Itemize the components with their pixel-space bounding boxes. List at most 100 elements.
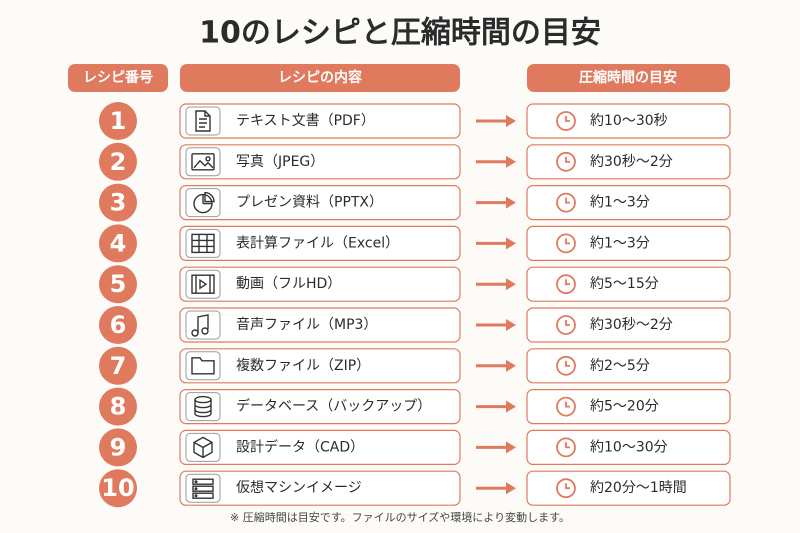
header-pill: [180, 64, 460, 92]
clock-hands: [565, 238, 570, 245]
arrow-head: [506, 400, 516, 413]
clock-icon: [556, 274, 576, 295]
recipe-icon: [191, 274, 215, 294]
recipe-box: [179, 429, 461, 465]
recipe-number: 1: [110, 107, 127, 135]
icon-frame: [185, 473, 221, 503]
icon-frame: [185, 269, 221, 299]
recipe-label: 音声ファイル（MP3）: [236, 316, 377, 333]
time-box: [526, 307, 731, 343]
recipe-number: 7: [110, 352, 127, 380]
recipe-label: 仮想マシンイメージ: [236, 480, 362, 496]
time-label: 約30秒～2分: [590, 317, 673, 333]
clock-hands: [565, 197, 570, 204]
clock-hands: [565, 401, 570, 408]
time-label: 約1～3分: [590, 235, 650, 251]
time-box: [526, 144, 731, 180]
icon-frame: [185, 351, 221, 381]
arrow-head: [506, 115, 516, 127]
clock-hands: [565, 320, 570, 326]
recipe-number: 6: [110, 311, 127, 339]
recipe-box: [179, 103, 461, 139]
arrow-head: [506, 482, 516, 495]
time-box: [526, 103, 731, 139]
clock-icon: [556, 396, 576, 417]
icon-frame: [185, 106, 221, 136]
clock-hands: [565, 156, 570, 163]
header: レシピ番号: [83, 69, 153, 86]
arrow-head: [506, 155, 516, 168]
time-box: [526, 470, 731, 506]
clock-icon: [556, 355, 576, 376]
recipe-icon: [193, 436, 213, 459]
recipe-box: [179, 348, 461, 384]
number-badge: [99, 469, 137, 508]
header: 圧縮時間の目安: [579, 69, 677, 86]
clock-hands: [565, 483, 570, 490]
time-label: 約10～30分: [590, 439, 668, 455]
recipe-box: [179, 266, 461, 302]
clock-hands: [565, 442, 570, 449]
recipe-icon: [191, 233, 215, 254]
time-label: 約30秒～2分: [590, 154, 673, 170]
time-label: 約2～5分: [590, 358, 650, 374]
recipe-icon: [195, 110, 211, 132]
time-box: [526, 348, 731, 384]
recipe-label: 動画（フルHD）: [236, 276, 341, 292]
title: 10のレシピと圧縮時間の目安: [199, 16, 601, 51]
clock-icon: [556, 437, 576, 458]
number-badge: [99, 387, 137, 426]
recipe-label: 表計算ファイル（Excel）: [236, 235, 399, 251]
recipe-icon: [191, 357, 215, 375]
recipe-box: [179, 470, 461, 506]
recipe-box: [179, 144, 461, 180]
arrow-head: [506, 278, 516, 291]
clock-hands: [565, 360, 570, 367]
header-pill: [68, 64, 168, 92]
recipe-label: 設計データ（CAD）: [236, 438, 364, 455]
recipe-number: 3: [110, 189, 127, 217]
clock-hands: [565, 279, 570, 286]
recipe-box: [179, 185, 461, 221]
recipe-label: データベース（バックアップ）: [236, 398, 431, 415]
recipe-number: 5: [110, 270, 127, 298]
number-badge: [99, 265, 137, 304]
recipe-icon: [191, 314, 209, 337]
icon-frame: [185, 228, 221, 258]
recipe-number: 10: [101, 474, 134, 502]
recipe-icon: [192, 478, 214, 499]
arrow-head: [506, 359, 516, 372]
time-box: [526, 389, 731, 425]
recipe-label: プレゼン資料（PPTX）: [236, 195, 383, 211]
recipe-box: [179, 389, 461, 425]
recipe-number: 2: [110, 148, 127, 176]
recipe-box: [179, 307, 461, 343]
icon-frame: [185, 147, 221, 177]
recipe-icon: [194, 395, 212, 418]
header-pill: [527, 64, 730, 92]
time-label: 約20分～1時間: [590, 480, 687, 496]
time-box: [526, 266, 731, 302]
recipe-label: 写真（JPEG）: [236, 154, 324, 170]
footnote: ※ 圧縮時間は目安です。ファイルのサイズや環境により変動します。: [230, 510, 570, 524]
number-badge: [99, 183, 137, 222]
number-badge: [99, 346, 137, 385]
icon-frame: [185, 310, 221, 340]
time-box: [526, 429, 731, 465]
number-badge: [99, 306, 137, 344]
recipe-number: 9: [110, 433, 127, 461]
clock-icon: [556, 192, 576, 213]
clock-icon: [556, 478, 576, 499]
recipe-box: [179, 225, 461, 261]
time-box: [526, 225, 731, 261]
number-badge: [99, 142, 137, 181]
clock-icon: [556, 111, 576, 131]
arrow-head: [506, 319, 516, 331]
number-badge: [99, 102, 137, 140]
recipe-label: 複数ファイル（ZIP）: [236, 357, 370, 374]
clock-icon: [556, 151, 576, 172]
number-badge: [99, 428, 137, 467]
arrow-head: [506, 441, 516, 454]
time-label: 約5～20分: [590, 399, 659, 415]
recipe-icon: [193, 191, 215, 214]
